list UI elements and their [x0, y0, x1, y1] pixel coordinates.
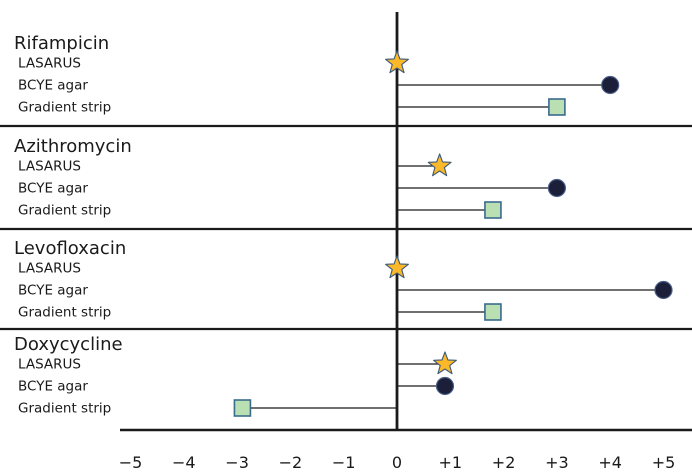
- method-label: Gradient strip: [18, 203, 111, 219]
- x-tick-labels: −5 −4 −3 −2 −1 0 +1 +2 +3 +4 +5: [119, 453, 676, 472]
- method-label: Gradient strip: [18, 401, 111, 417]
- x-tick-label: −1: [332, 453, 356, 472]
- method-label: BCYE agar: [18, 78, 88, 94]
- method-label: LASARUS: [18, 56, 81, 72]
- marker-square-rifampicin-gradient-strip: [548, 98, 566, 116]
- marker-circle-rifampicin-bcye-agar: [601, 75, 620, 95]
- x-tick-label: +3: [545, 453, 569, 472]
- x-tick-label: −5: [119, 453, 143, 472]
- x-tick-label: +2: [492, 453, 516, 472]
- x-tick-label: 0: [392, 453, 402, 472]
- method-label: LASARUS: [18, 261, 81, 277]
- drug-label-levofloxacin: Levofloxacin: [14, 238, 126, 259]
- marker-star-azithromycin-lasarus: [427, 153, 452, 177]
- marker-circle-doxycycline-bcye-agar: [435, 376, 455, 396]
- method-label: Gradient strip: [18, 305, 111, 321]
- method-label: BCYE agar: [18, 283, 88, 299]
- x-tick-label: +5: [652, 453, 676, 472]
- data-markers: [233, 50, 673, 417]
- row-labels: Rifampicin LASARUS BCYE agar Gradient strip…: [14, 33, 132, 417]
- x-tick-label: −3: [225, 453, 249, 472]
- drug-label-doxycycline: Doxycycline: [14, 334, 123, 355]
- marker-circle-azithromycin-bcye-agar: [547, 178, 567, 198]
- drug-label-rifampicin: Rifampicin: [14, 33, 109, 54]
- marker-star-rifampicin-lasarus: [385, 50, 409, 74]
- marker-star-doxycycline-lasarus: [433, 351, 457, 375]
- marker-square-levofloxacin-gradient-strip: [484, 303, 502, 321]
- marker-square-azithromycin-gradient-strip: [484, 201, 502, 219]
- panel-dividers: [0, 124, 692, 331]
- value-stems: [242, 84, 664, 409]
- method-label: LASARUS: [18, 159, 81, 175]
- marker-star-levofloxacin-lasarus: [385, 255, 409, 279]
- method-label: Gradient strip: [18, 100, 111, 116]
- x-tick-label: −2: [279, 453, 303, 472]
- x-tick-label: −4: [172, 453, 196, 472]
- marker-square-doxycycline-gradient-strip: [233, 399, 252, 417]
- x-tick-label: +4: [598, 453, 622, 472]
- method-label: BCYE agar: [18, 379, 88, 395]
- method-label: BCYE agar: [18, 181, 88, 197]
- drug-label-azithromycin: Azithromycin: [14, 136, 132, 157]
- x-tick-label: +1: [439, 453, 463, 472]
- marker-circle-levofloxacin-bcye-agar: [654, 280, 673, 300]
- method-label: LASARUS: [18, 357, 81, 373]
